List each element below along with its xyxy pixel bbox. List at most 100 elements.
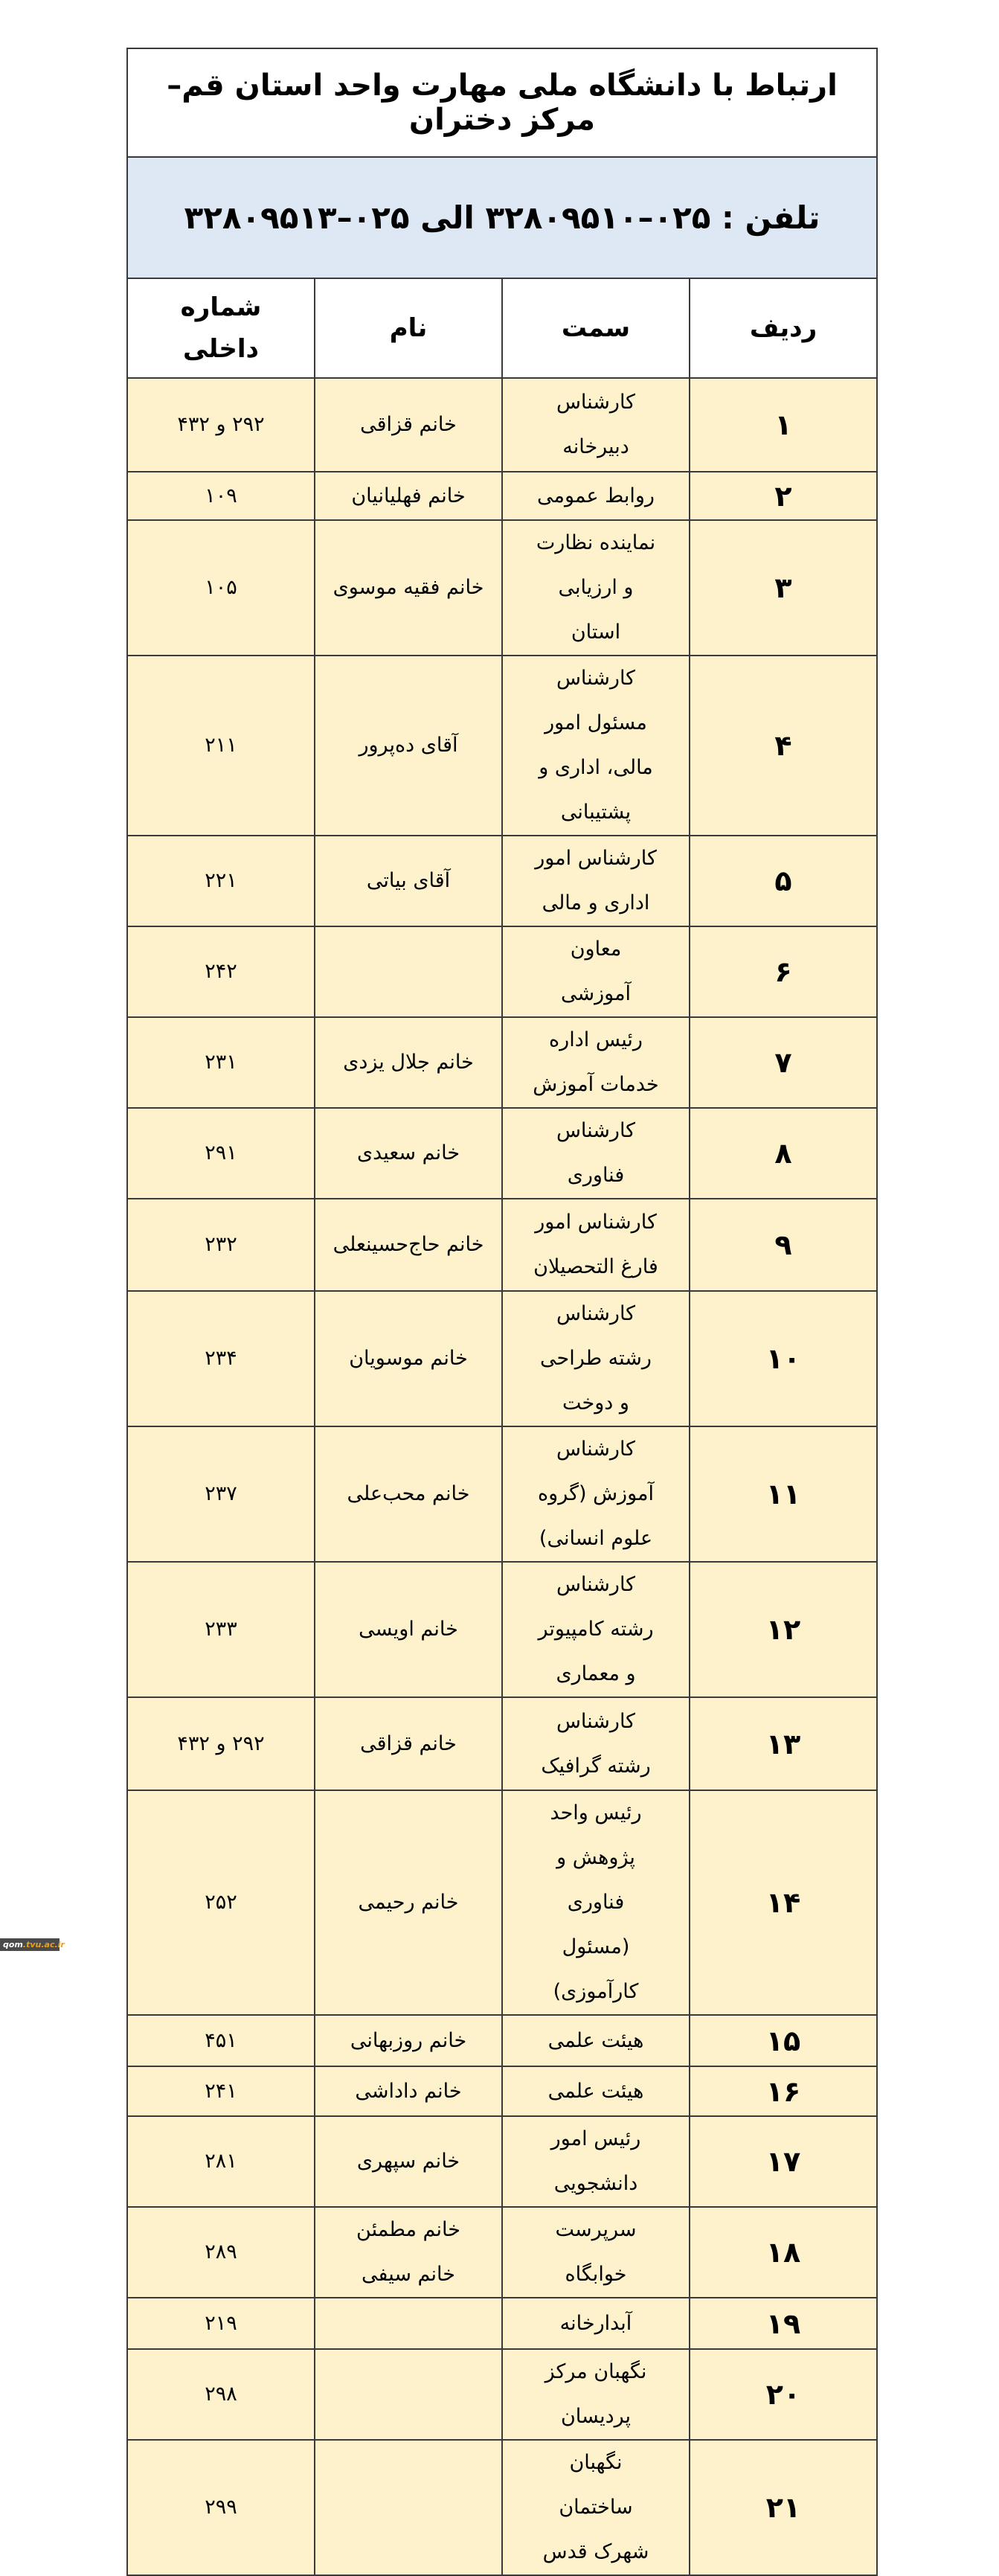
position-cell: کارشناس رشته کامپیوتر و معماری xyxy=(501,1561,690,1698)
table-row: ۱۶ هیئت علمی خانم داداشی ۲۴۱ xyxy=(126,2066,878,2117)
name-cell: آقای بیاتی xyxy=(314,835,503,927)
name-cell xyxy=(314,926,503,1018)
extension-cell: ۱۰۹ xyxy=(126,471,315,521)
row-number: ۲ xyxy=(689,471,878,521)
extension-cell: ۱۰۵ xyxy=(126,519,315,656)
name-cell: خانم فقیه موسوی xyxy=(314,519,503,656)
header-extension: شماره داخلی xyxy=(126,278,315,379)
row-number: ۶ xyxy=(689,926,878,1018)
table-header-row: ردیف سمت نام شماره داخلی xyxy=(126,278,878,379)
table-row: ۶ معاون آموزشی ۲۴۲ xyxy=(126,926,878,1018)
row-number: ۱۷ xyxy=(689,2115,878,2208)
position-cell: معاون آموزشی xyxy=(501,926,690,1018)
table-row: ۱۴ رئیس واحد پژوهش و فناوری (مسئول کارآمو… xyxy=(126,1790,878,2016)
position-cell: هیئت علمی xyxy=(501,2014,690,2067)
row-number: ۲۰ xyxy=(689,2348,878,2441)
position-cell: رئیس امور دانشجویی xyxy=(501,2115,690,2208)
contact-directory: ارتباط با دانشگاه ملی مهارت واحد استان ق… xyxy=(126,48,878,2576)
table-row: ۷ رئیس اداره خدمات آموزش خانم جلال یزدی ۲۳۱ xyxy=(126,1016,878,1109)
position-cell: نگهبان مرکز پردیسان xyxy=(501,2348,690,2441)
extension-cell: ۲۵۲ xyxy=(126,1790,315,2016)
header-name: نام xyxy=(314,278,503,379)
row-number: ۱۸ xyxy=(689,2206,878,2298)
table-row: ۸ کارشناس فناوری خانم سعیدی ۲۹۱ xyxy=(126,1107,878,1199)
extension-cell: ۲۹۱ xyxy=(126,1107,315,1199)
table-row: ۹ کارشناس امور فارغ التحصیلان خانم حاج‌حسی… xyxy=(126,1198,878,1292)
extension-cell: ۲۸۹ xyxy=(126,2206,315,2298)
position-cell: هیئت علمی xyxy=(501,2066,690,2117)
extension-cell: ۴۵۱ xyxy=(126,2014,315,2067)
row-number: ۲۱ xyxy=(689,2439,878,2576)
name-cell: خانم موسویان xyxy=(314,1290,503,1427)
table-row: ۱۱ کارشناس آموزش (گروه علوم انسانی) خانم م… xyxy=(126,1426,878,1563)
table-row: ۲۰ نگهبان مرکز پردیسان ۲۹۸ xyxy=(126,2348,878,2441)
position-cell: نگهبان ساختمان شهرک قدس xyxy=(501,2439,690,2576)
page-title: ارتباط با دانشگاه ملی مهارت واحد استان ق… xyxy=(126,48,878,158)
name-cell: خانم حاج‌حسینعلی xyxy=(314,1198,503,1292)
name-cell xyxy=(314,2348,503,2441)
position-cell: کارشناس رشته گرافیک xyxy=(501,1696,690,1791)
position-cell: آبدارخانه xyxy=(501,2297,690,2350)
header-position: سمت xyxy=(501,278,690,379)
row-number: ۳ xyxy=(689,519,878,656)
table-row: ۵ کارشناس امور اداری و مالی آقای بیاتی ۲۲۱ xyxy=(126,835,878,927)
position-cell: نماینده نظارت و ارزیابی استان xyxy=(501,519,690,656)
table-row: ۲۱ نگهبان ساختمان شهرک قدس ۲۹۹ xyxy=(126,2439,878,2576)
table-row: ۱۹ آبدارخانه ۲۱۹ xyxy=(126,2297,878,2350)
extension-cell: ۲۹۲ و ۴۳۲ xyxy=(126,377,315,472)
phone-numbers: تلفن : ۰۲۵–۳۲۸۰۹۵۱۰ الی ۰۲۵–۳۲۸۰۹۵۱۳ xyxy=(126,156,878,279)
name-cell: خانم جلال یزدی xyxy=(314,1016,503,1109)
extension-cell: ۲۳۱ xyxy=(126,1016,315,1109)
row-number: ۱۰ xyxy=(689,1290,878,1427)
extension-cell: ۲۲۱ xyxy=(126,835,315,927)
extension-cell: ۲۱۹ xyxy=(126,2297,315,2350)
name-cell: خانم سعیدی xyxy=(314,1107,503,1199)
name-cell: خانم فهلیانیان xyxy=(314,471,503,521)
name-cell: خانم سپهری xyxy=(314,2115,503,2208)
row-number: ۸ xyxy=(689,1107,878,1199)
row-number: ۱۳ xyxy=(689,1696,878,1791)
extension-cell: ۲۳۷ xyxy=(126,1426,315,1563)
position-cell: کارشناس رشته طراحی و دوخت xyxy=(501,1290,690,1427)
name-cell: خانم رحیمی xyxy=(314,1790,503,2016)
table-row: ۱۲ کارشناس رشته کامپیوتر و معماری خانم اوی… xyxy=(126,1561,878,1698)
row-number: ۱۲ xyxy=(689,1561,878,1698)
extension-cell: ۲۴۱ xyxy=(126,2066,315,2117)
extension-cell: ۲۹۸ xyxy=(126,2348,315,2441)
row-number: ۱۶ xyxy=(689,2066,878,2117)
row-number: ۷ xyxy=(689,1016,878,1109)
table-row: ۱۵ هیئت علمی خانم روزبهانی ۴۵۱ xyxy=(126,2014,878,2067)
extension-cell: ۲۱۱ xyxy=(126,655,315,836)
row-number: ۵ xyxy=(689,835,878,927)
row-number: ۱۱ xyxy=(689,1426,878,1563)
row-number: ۴ xyxy=(689,655,878,836)
name-cell: خانم محب‌علی xyxy=(314,1426,503,1563)
table-row: ۲ روابط عمومی خانم فهلیانیان ۱۰۹ xyxy=(126,471,878,521)
table-row: ۴ کارشناس مسئول امور مالی، اداری و پشتیبا… xyxy=(126,655,878,836)
position-cell: کارشناس آموزش (گروه علوم انسانی) xyxy=(501,1426,690,1563)
name-cell: خانم روزبهانی xyxy=(314,2014,503,2067)
position-cell: رئیس اداره خدمات آموزش xyxy=(501,1016,690,1109)
table-row: ۱۸ سرپرست خوابگاه خانم مطمئن خانم سیفی ۲۸۹ xyxy=(126,2206,878,2298)
table-row: ۱۰ کارشناس رشته طراحی و دوخت خانم موسویان ۲… xyxy=(126,1290,878,1427)
header-row-no: ردیف xyxy=(689,278,878,379)
table-row: ۱۳ کارشناس رشته گرافیک خانم قزاقی ۲۹۲ و ۴۳۲ xyxy=(126,1696,878,1791)
position-cell: کارشناس مسئول امور مالی، اداری و پشتیبان… xyxy=(501,655,690,836)
name-cell: خانم قزاقی xyxy=(314,377,503,472)
row-number: ۹ xyxy=(689,1198,878,1292)
position-cell: کارشناس امور فارغ التحصیلان xyxy=(501,1198,690,1292)
name-cell: خانم قزاقی xyxy=(314,1696,503,1791)
name-cell: خانم داداشی xyxy=(314,2066,503,2117)
row-number: ۱۴ xyxy=(689,1790,878,2016)
row-number: ۱۵ xyxy=(689,2014,878,2067)
extension-cell: ۲۳۳ xyxy=(126,1561,315,1698)
table-row: ۱ کارشناس دبیرخانه خانم قزاقی ۲۹۲ و ۴۳۲ xyxy=(126,377,878,472)
name-cell: خانم اویسی xyxy=(314,1561,503,1698)
extension-cell: ۲۳۴ xyxy=(126,1290,315,1427)
extension-cell: ۲۴۲ xyxy=(126,926,315,1018)
site-watermark-logo: qom.tvu.ac.ir xyxy=(0,1938,65,1951)
position-cell: کارشناس امور اداری و مالی xyxy=(501,835,690,927)
position-cell: روابط عمومی xyxy=(501,471,690,521)
extension-cell: ۲۹۲ و ۴۳۲ xyxy=(126,1696,315,1791)
row-number: ۱ xyxy=(689,377,878,472)
